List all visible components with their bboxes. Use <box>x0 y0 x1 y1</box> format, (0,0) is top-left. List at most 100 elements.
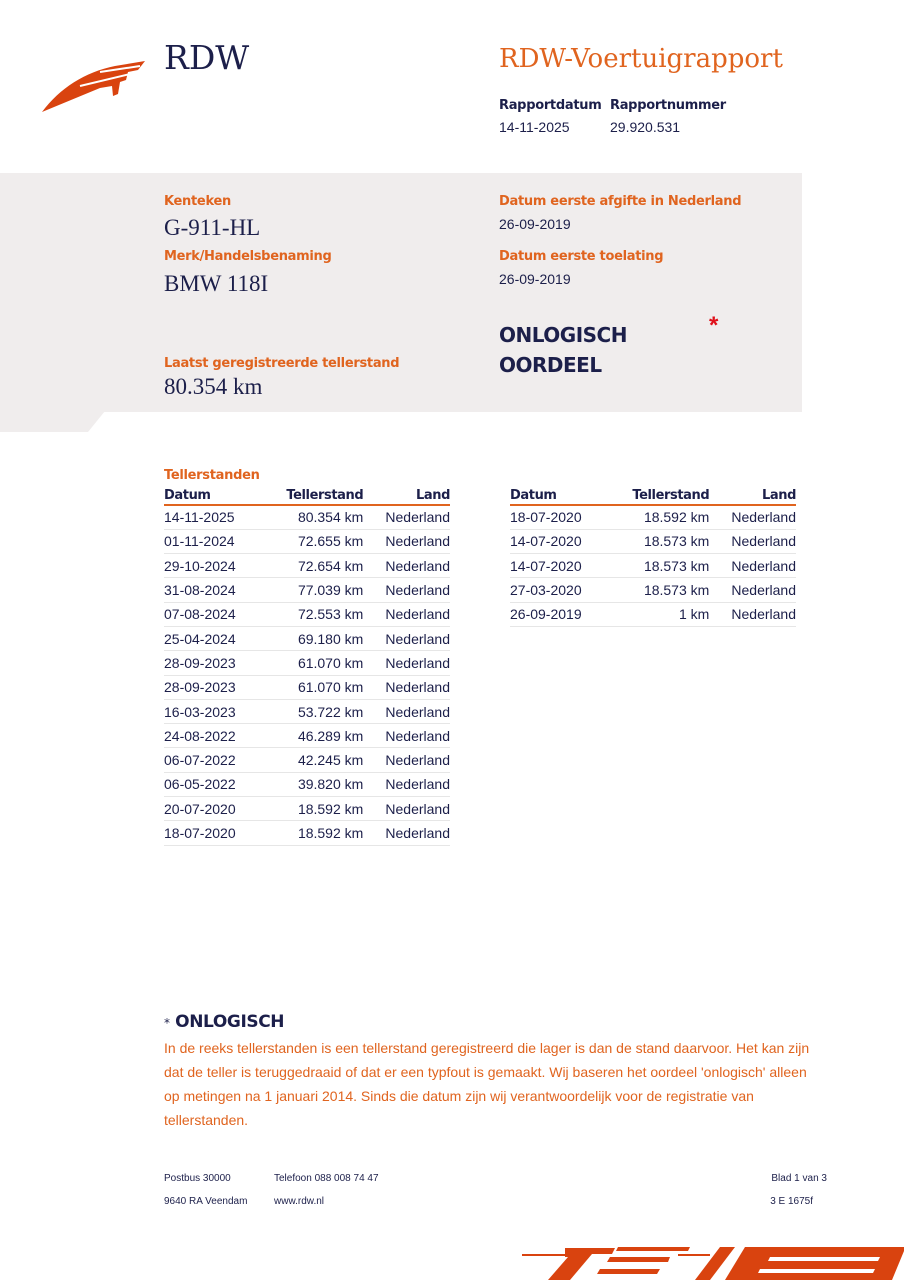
land-cell: Nederland <box>363 772 450 798</box>
table-row: 24-08-2022 46.289 km Nederland <box>164 723 450 749</box>
tellerstand-cell: 80.354 km <box>260 505 364 530</box>
table-header: Datum Tellerstand Land <box>510 488 796 506</box>
tellerstand-cell: 18.573 km <box>606 529 710 555</box>
toelating-label: Datum eerste toelating <box>499 249 664 264</box>
note-title: ONLOGISCH <box>175 1012 285 1032</box>
datum-cell: 25-04-2024 <box>164 626 261 652</box>
land-cell: Nederland <box>709 553 796 579</box>
footer-blad: Blad 1 van 3 <box>771 1173 827 1184</box>
rdw-stripes-logo-icon <box>522 1247 904 1280</box>
teller: 80.354 km <box>164 374 263 399</box>
column-header: Datum <box>510 488 607 506</box>
datum-cell: 06-05-2022 <box>164 772 261 798</box>
tellerstand-cell: 61.070 km <box>260 650 364 676</box>
footer-code: 3 E 1675f <box>770 1196 813 1207</box>
rapportdatum: 14-11-2025 <box>499 119 570 135</box>
land-cell: Nederland <box>709 529 796 555</box>
table-row: 07-08-2024 72.553 km Nederland <box>164 602 450 627</box>
footer-telefoon: Telefoon 088 008 74 47 <box>274 1173 379 1184</box>
afgifte-label: Datum eerste afgifte in Nederland <box>499 194 742 209</box>
land-cell: Nederland <box>363 577 450 603</box>
note-asterisk: * <box>164 1016 170 1030</box>
tellerstanden-table-right: Datum Tellerstand Land 18-07-2020 18.592 km N… <box>510 488 796 627</box>
tellerstand-cell: 72.553 km <box>260 602 364 627</box>
tellerstand-cell: 46.289 km <box>260 723 364 749</box>
rapportdatum-label: Rapportdatum <box>499 98 602 113</box>
tellerstand-cell: 53.722 km <box>260 699 364 725</box>
datum-cell: 29-10-2024 <box>164 553 261 579</box>
kenteken-label: Kenteken <box>164 194 231 209</box>
rapportnummer: 29.920.531 <box>610 119 681 135</box>
datum-cell: 01-11-2024 <box>164 529 261 555</box>
land-cell: Nederland <box>363 747 450 773</box>
datum-cell: 18-07-2020 <box>164 820 261 846</box>
asterisk-mark: * <box>709 312 719 339</box>
table-row: 14-11-2025 80.354 km Nederland <box>164 505 450 530</box>
toelating: 26-09-2019 <box>499 271 571 287</box>
datum-cell: 28-09-2023 <box>164 650 261 676</box>
datum-cell: 20-07-2020 <box>164 796 261 822</box>
land-cell: Nederland <box>363 723 450 749</box>
table-row: 31-08-2024 77.039 km Nederland <box>164 577 450 603</box>
merk-label: Merk/Handelsbenaming <box>164 249 332 264</box>
rdw-logo-icon <box>42 61 145 112</box>
table-row: 28-09-2023 61.070 km Nederland <box>164 650 450 676</box>
oordeel-line2: OORDEEL <box>499 353 602 377</box>
footer-adres: 9640 RA Veendam <box>164 1196 248 1207</box>
table-row: 27-03-2020 18.573 km Nederland <box>510 577 796 603</box>
column-header: Land <box>363 488 450 506</box>
table-row: 14-07-2020 18.573 km Nederland <box>510 553 796 579</box>
oordeel: ONLOGISCH OORDEEL <box>499 320 627 380</box>
tellerstand-cell: 72.655 km <box>260 529 364 555</box>
datum-cell: 26-09-2019 <box>510 602 607 627</box>
column-header: Datum <box>164 488 261 506</box>
table-row: 16-03-2023 53.722 km Nederland <box>164 699 450 725</box>
table-row: 20-07-2020 18.592 km Nederland <box>164 796 450 822</box>
land-cell: Nederland <box>363 602 450 627</box>
footer-web[interactable]: www.rdw.nl <box>274 1196 325 1207</box>
land-cell: Nederland <box>709 505 796 530</box>
logo-text: RDW <box>164 38 250 77</box>
note-heading: * ONLOGISCH <box>164 1012 285 1032</box>
land-cell: Nederland <box>363 699 450 725</box>
land-cell: Nederland <box>363 553 450 579</box>
datum-cell: 16-03-2023 <box>164 699 261 725</box>
tellerstand-cell: 39.820 km <box>260 772 364 798</box>
afgifte: 26-09-2019 <box>499 216 571 232</box>
tellerstand-cell: 18.592 km <box>260 820 364 846</box>
land-cell: Nederland <box>363 796 450 822</box>
land-cell: Nederland <box>709 577 796 603</box>
merk: BMW 118I <box>164 271 269 296</box>
tellerstand-cell: 61.070 km <box>260 675 364 700</box>
note-text: In de reeks tellerstanden is een tellers… <box>164 1040 810 1128</box>
oordeel-line1: ONLOGISCH <box>499 323 627 347</box>
datum-cell: 14-11-2025 <box>164 505 261 530</box>
column-header: Land <box>709 488 796 506</box>
column-header: Tellerstand <box>260 488 364 506</box>
panel-notch <box>0 411 105 432</box>
table-row: 29-10-2024 72.654 km Nederland <box>164 553 450 579</box>
tellerstanden-title: Tellerstanden <box>164 468 260 483</box>
tellerstand-cell: 18.573 km <box>606 577 710 603</box>
table-row: 14-07-2020 18.573 km Nederland <box>510 529 796 555</box>
datum-cell: 27-03-2020 <box>510 577 607 603</box>
datum-cell: 06-07-2022 <box>164 747 261 773</box>
table-row: 06-05-2022 39.820 km Nederland <box>164 772 450 798</box>
datum-cell: 18-07-2020 <box>510 505 607 530</box>
tellerstanden-table-left: Datum Tellerstand Land 14-11-2025 80.354 km N… <box>164 488 450 846</box>
land-cell: Nederland <box>363 529 450 555</box>
land-cell: Nederland <box>363 820 450 846</box>
table-header: Datum Tellerstand Land <box>164 488 450 506</box>
datum-cell: 14-07-2020 <box>510 553 607 579</box>
tellerstand-cell: 69.180 km <box>260 626 364 652</box>
datum-cell: 07-08-2024 <box>164 602 261 627</box>
footer-postbus: Postbus 30000 <box>164 1173 231 1184</box>
table-row: 26-09-2019 1 km Nederland <box>510 602 796 627</box>
land-cell: Nederland <box>363 650 450 676</box>
teller-label: Laatst geregistreerde tellerstand <box>164 356 400 371</box>
vehicle-panel <box>0 173 802 412</box>
land-cell: Nederland <box>363 626 450 652</box>
land-cell: Nederland <box>363 505 450 530</box>
report-title: RDW-Voertuigrapport <box>499 44 783 74</box>
table-row: 01-11-2024 72.655 km Nederland <box>164 529 450 555</box>
